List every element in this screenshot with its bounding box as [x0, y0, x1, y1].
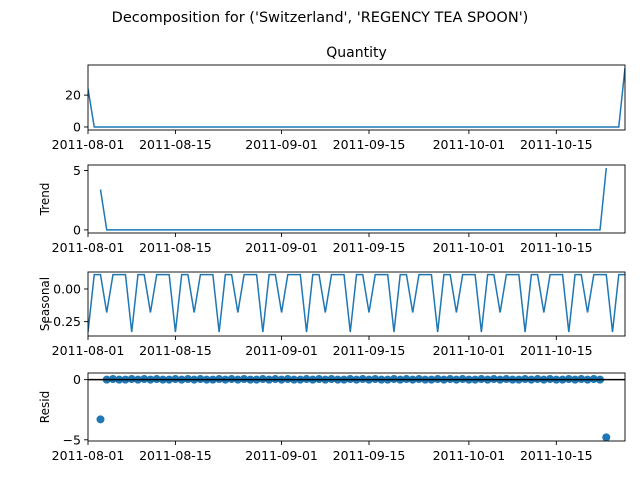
plot-area — [88, 273, 625, 333]
x-tick-label: 2011-09-15 — [333, 448, 406, 463]
x-tick-label: 2011-10-15 — [520, 343, 593, 358]
x-tick-label: 2011-09-15 — [333, 240, 406, 255]
y-axis-label: Seasonal — [38, 277, 52, 331]
x-tick-label: 2011-10-15 — [520, 448, 593, 463]
figure-title: Decomposition for ('Switzerland', 'REGEN… — [112, 10, 529, 26]
axes-title: Quantity — [326, 45, 387, 61]
axes-frame — [87, 372, 626, 442]
x-tick-label: 2011-10-15 — [520, 137, 593, 152]
series-line-1 — [99, 168, 608, 231]
series-line-1 — [88, 67, 625, 128]
x-tick-label: 2011-10-01 — [433, 343, 506, 358]
y-tick-label: 20 — [65, 88, 81, 103]
resid-point-1 — [96, 415, 105, 424]
y-tick-label: 0 — [73, 222, 81, 237]
y-tick-label: 0 — [73, 372, 81, 387]
plot-area — [88, 67, 625, 128]
x-tick-label: 2011-08-15 — [139, 240, 212, 255]
panel-2: Trend 0 5 2011-08-01 2011-08-15 2011-09-01 201… — [38, 163, 626, 255]
axes-frame — [87, 271, 626, 337]
x-tick-label: 2011-10-15 — [520, 240, 593, 255]
x-tick-label: 2011-10-01 — [433, 137, 506, 152]
axes-frame — [87, 64, 626, 131]
x-tick-label: 2011-10-01 — [433, 240, 506, 255]
y-tick-label: 0 — [73, 119, 81, 134]
x-tick-label: 2011-09-15 — [333, 343, 406, 358]
plot-area — [96, 375, 611, 441]
x-tick-label: 2011-09-01 — [245, 137, 318, 152]
y-tick-label: 5 — [73, 163, 81, 178]
y-axis-label: Resid — [38, 391, 52, 423]
x-tick-label: 2011-08-01 — [52, 137, 125, 152]
resid-point-82 — [602, 433, 611, 441]
x-tick-label: 2011-10-01 — [433, 448, 506, 463]
x-tick-label: 2011-08-01 — [52, 448, 125, 463]
x-tick-label: 2011-09-01 — [245, 343, 318, 358]
plot-area — [99, 168, 608, 231]
seasonal-line — [88, 273, 625, 333]
x-tick-label: 2011-09-01 — [245, 448, 318, 463]
x-tick-label: 2011-08-01 — [52, 343, 125, 358]
y-tick-label: −0.25 — [43, 314, 81, 329]
x-tick-label: 2011-09-15 — [333, 137, 406, 152]
x-tick-label: 2011-08-15 — [139, 448, 212, 463]
panel-3: Seasonal 0.00 −0.25 2011-08-01 2011-08-15 201… — [38, 271, 626, 358]
x-tick-label: 2011-08-15 — [139, 137, 212, 152]
x-tick-label: 2011-08-01 — [52, 240, 125, 255]
x-tick-label: 2011-09-01 — [245, 240, 318, 255]
y-tick-label: 0.00 — [53, 281, 81, 296]
axes-frame — [87, 164, 626, 234]
x-tick-label: 2011-08-15 — [139, 343, 212, 358]
y-tick-label: −5 — [63, 432, 81, 447]
panel-1: Quantity 0 20 2011-08-01 2011-08-15 2011-09-0… — [52, 45, 626, 152]
y-axis-label: Trend — [38, 183, 52, 217]
